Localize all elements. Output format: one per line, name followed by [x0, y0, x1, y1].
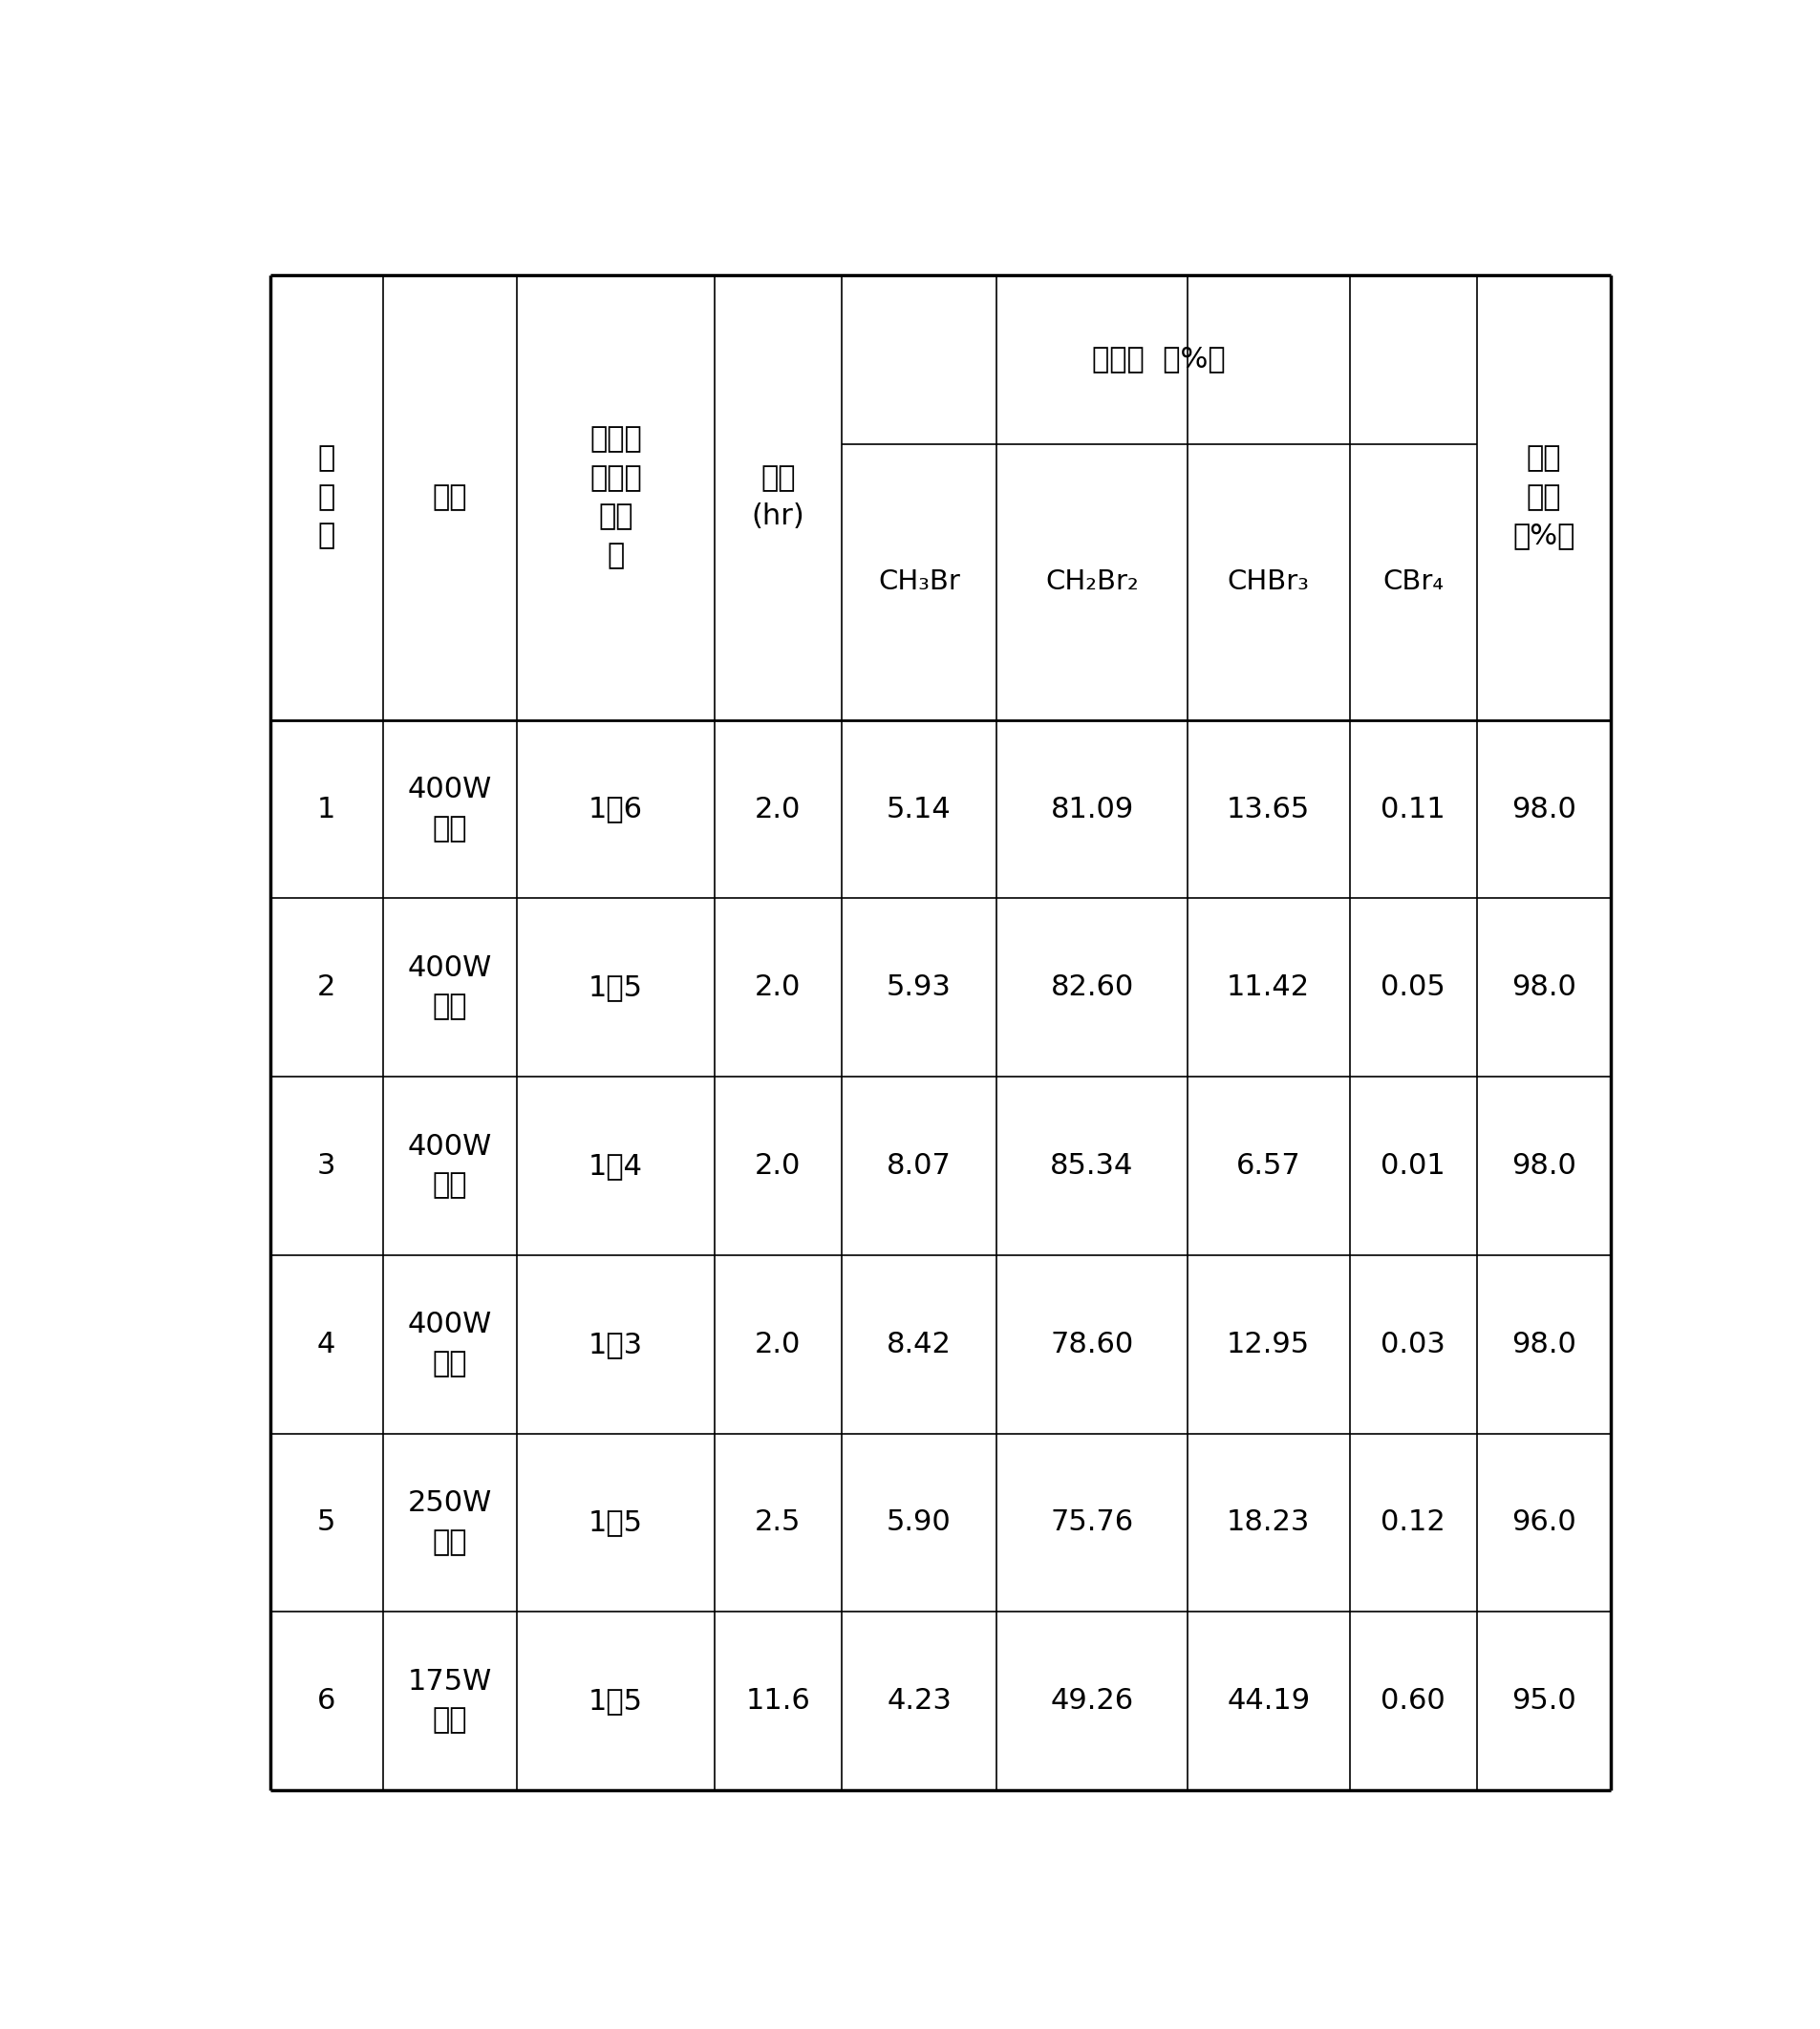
- Text: 12.95: 12.95: [1227, 1331, 1309, 1357]
- Text: 18.23: 18.23: [1227, 1510, 1309, 1536]
- Text: 6.57: 6.57: [1236, 1152, 1299, 1179]
- Text: 3: 3: [317, 1152, 335, 1179]
- Text: 2: 2: [317, 974, 335, 1002]
- Text: 44.19: 44.19: [1227, 1688, 1309, 1715]
- Text: 1: 1: [317, 795, 335, 824]
- Text: 75.76: 75.76: [1050, 1510, 1134, 1536]
- Text: 0.12: 0.12: [1380, 1510, 1445, 1536]
- Text: CH₃Br: CH₃Br: [877, 568, 959, 594]
- Text: CH₂Br₂: CH₂Br₂: [1045, 568, 1138, 594]
- Text: 5: 5: [317, 1510, 335, 1536]
- Text: 13.65: 13.65: [1227, 795, 1309, 824]
- Text: 400W
孤灯: 400W 孤灯: [408, 1311, 491, 1378]
- Text: 400W
孤灯: 400W 孤灯: [408, 775, 491, 842]
- Text: 2.0: 2.0: [755, 795, 801, 824]
- Text: 0.60: 0.60: [1380, 1688, 1445, 1715]
- Text: 11.6: 11.6: [744, 1688, 810, 1715]
- Text: 0.03: 0.03: [1380, 1331, 1445, 1357]
- Text: 2.0: 2.0: [755, 1331, 801, 1357]
- Text: 96.0: 96.0: [1511, 1510, 1574, 1536]
- Text: 1：5: 1：5: [588, 1510, 642, 1536]
- Text: 8.07: 8.07: [886, 1152, 952, 1179]
- Text: （渴／
甲烷）
摩尔
比: （渴／ 甲烷） 摩尔 比: [590, 426, 641, 570]
- Text: 82.60: 82.60: [1050, 974, 1134, 1002]
- Text: 78.60: 78.60: [1050, 1331, 1134, 1357]
- Text: 0.05: 0.05: [1380, 974, 1445, 1002]
- Text: 95.0: 95.0: [1511, 1688, 1574, 1715]
- Text: 6: 6: [317, 1688, 335, 1715]
- Text: CHBr₃: CHBr₃: [1227, 568, 1309, 594]
- Text: 1：6: 1：6: [588, 795, 642, 824]
- Text: 400W
孤灯: 400W 孤灯: [408, 1132, 491, 1199]
- Text: 4: 4: [317, 1331, 335, 1357]
- Text: 4.23: 4.23: [886, 1688, 952, 1715]
- Text: 1：3: 1：3: [588, 1331, 642, 1357]
- Text: 250W
孤灯: 250W 孤灯: [408, 1489, 491, 1556]
- Text: 5.14: 5.14: [886, 795, 952, 824]
- Text: 175W
孤灯: 175W 孤灯: [408, 1668, 491, 1735]
- Text: 98.0: 98.0: [1511, 795, 1574, 824]
- Text: 2.0: 2.0: [755, 1152, 801, 1179]
- Text: 实
施
例: 实 施 例: [317, 444, 335, 550]
- Text: 光源: 光源: [431, 483, 468, 511]
- Text: 0.01: 0.01: [1380, 1152, 1445, 1179]
- Text: 选择性  （%）: 选择性 （%）: [1092, 345, 1225, 373]
- Text: 8.42: 8.42: [886, 1331, 952, 1357]
- Text: 1：5: 1：5: [588, 1688, 642, 1715]
- Text: 98.0: 98.0: [1511, 1152, 1574, 1179]
- Text: 400W
孤灯: 400W 孤灯: [408, 954, 491, 1021]
- Text: 0.11: 0.11: [1380, 795, 1445, 824]
- Text: 5.90: 5.90: [886, 1510, 952, 1536]
- Text: 11.42: 11.42: [1227, 974, 1309, 1002]
- Text: 时间
(hr): 时间 (hr): [752, 465, 804, 530]
- Text: 1：4: 1：4: [588, 1152, 642, 1179]
- Text: 渴转
化率
（%）: 渴转 化率 （%）: [1512, 444, 1574, 550]
- Text: 49.26: 49.26: [1050, 1688, 1134, 1715]
- Text: 2.5: 2.5: [755, 1510, 801, 1536]
- Text: 2.0: 2.0: [755, 974, 801, 1002]
- Text: 85.34: 85.34: [1050, 1152, 1134, 1179]
- Text: 1：5: 1：5: [588, 974, 642, 1002]
- Text: 98.0: 98.0: [1511, 974, 1574, 1002]
- Text: CBr₄: CBr₄: [1381, 568, 1443, 594]
- Text: 98.0: 98.0: [1511, 1331, 1574, 1357]
- Text: 5.93: 5.93: [886, 974, 952, 1002]
- Text: 81.09: 81.09: [1050, 795, 1134, 824]
